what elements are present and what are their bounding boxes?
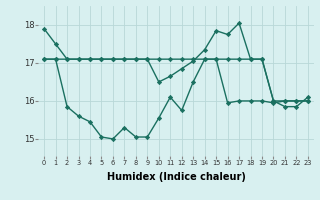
X-axis label: Humidex (Indice chaleur): Humidex (Indice chaleur) — [107, 172, 245, 182]
